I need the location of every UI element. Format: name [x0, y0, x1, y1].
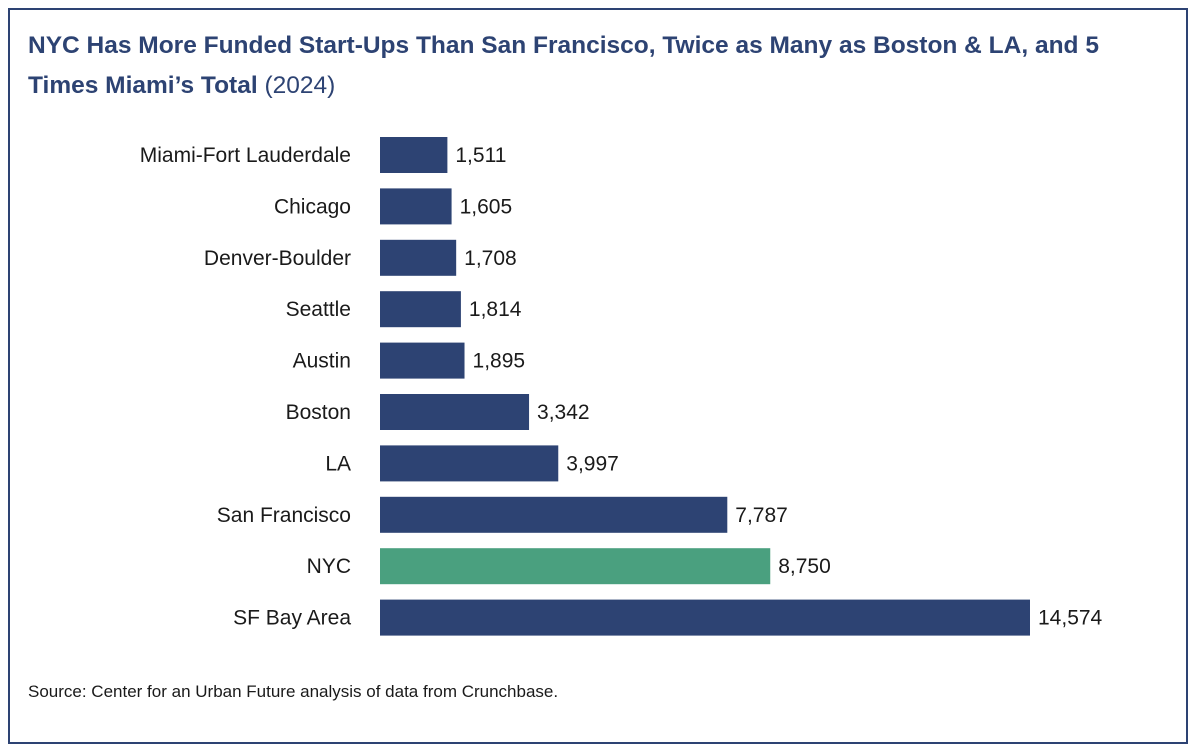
category-label-austin: Austin — [293, 350, 351, 373]
category-label-denver-boulder: Denver-Boulder — [204, 247, 351, 270]
bar-la — [380, 445, 559, 482]
value-label-austin: 1,895 — [473, 350, 526, 373]
value-label-boston: 3,342 — [537, 401, 590, 424]
category-label-sf-bay-area: SF Bay Area — [233, 607, 351, 630]
value-label-denver-boulder: 1,708 — [464, 247, 517, 270]
category-label-san-francisco: San Francisco — [217, 504, 351, 527]
bar-nyc — [380, 548, 771, 585]
chart-title: NYC Has More Funded Start-Ups Than San F… — [28, 26, 1158, 106]
value-label-nyc: 8,750 — [778, 555, 831, 578]
value-label-la: 3,997 — [566, 452, 619, 475]
category-label-chicago: Chicago — [274, 195, 351, 218]
bar-seattle — [380, 291, 461, 328]
category-label-nyc: NYC — [307, 555, 351, 578]
value-label-san-francisco: 7,787 — [735, 504, 788, 527]
bar-sf-bay-area — [380, 599, 1030, 636]
bar-austin — [380, 342, 465, 379]
category-label-seattle: Seattle — [286, 298, 351, 321]
chart-title-main: NYC Has More Funded Start-Ups Than San F… — [28, 32, 1099, 99]
category-label-boston: Boston — [286, 401, 351, 424]
source-note: Source: Center for an Urban Future analy… — [28, 682, 559, 701]
category-label-la: LA — [325, 452, 351, 475]
bar-boston — [380, 394, 530, 430]
value-label-seattle: 1,814 — [469, 298, 522, 321]
bar-chicago — [380, 188, 452, 225]
chart-title-year: (2024) — [264, 72, 336, 99]
value-label-sf-bay-area: 14,574 — [1038, 607, 1103, 630]
category-label-miami-fort-lauderdale: Miami-Fort Lauderdale — [140, 144, 351, 167]
bar-denver-boulder — [380, 239, 457, 276]
value-label-chicago: 1,605 — [460, 195, 513, 218]
bar-san-francisco — [380, 496, 728, 533]
bar-miami-fort-lauderdale — [380, 137, 448, 173]
value-label-miami-fort-lauderdale: 1,511 — [455, 144, 506, 167]
